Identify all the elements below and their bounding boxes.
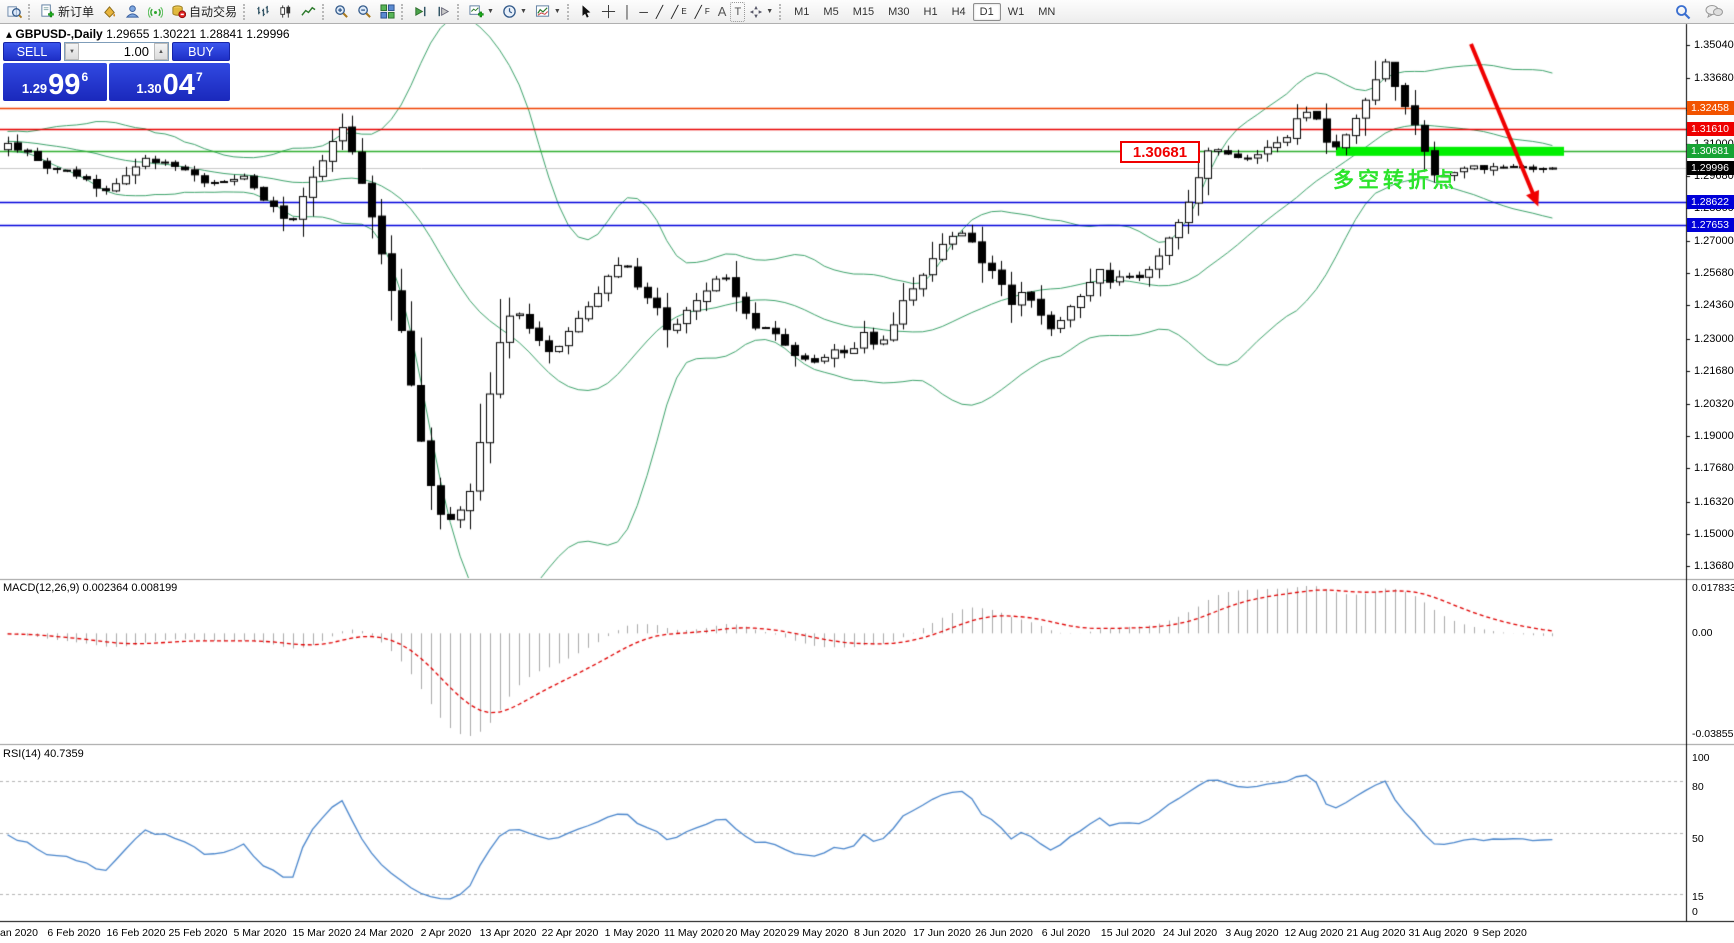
tile-windows-button[interactable]: [376, 2, 399, 22]
volume-decrease-button[interactable]: ▼: [65, 43, 79, 60]
signals-button[interactable]: [144, 2, 167, 22]
signal-icon: [148, 6, 164, 19]
chart-styles-button[interactable]: [98, 2, 121, 22]
buy-price-big: 04: [162, 69, 195, 101]
fibonacci-tool-button[interactable]: ╱ F: [694, 4, 710, 19]
buy-price-sup: 7: [195, 70, 203, 84]
buy-price-display[interactable]: 1.30 04 7: [109, 63, 230, 101]
chat-icon: [1705, 5, 1723, 19]
toolbar-grip: [566, 3, 573, 20]
trendline-tool-button[interactable]: ╱: [655, 4, 664, 19]
period-clock-button[interactable]: ▼: [498, 2, 531, 22]
line-chart-mode-button[interactable]: [297, 2, 320, 22]
channel-tool-button[interactable]: ╱ E: [671, 4, 687, 19]
dropdown-caret-icon: ▼: [766, 8, 774, 15]
sell-price-prefix: 1.29: [21, 81, 48, 96]
candlestick-mode-button[interactable]: [274, 2, 297, 22]
ohlc-bars-icon: [257, 5, 269, 17]
toolbar-grip: [243, 3, 249, 20]
chat-button[interactable]: [1701, 2, 1727, 22]
volume-increase-button[interactable]: ▲: [154, 43, 168, 60]
autotrading-button[interactable]: 自动交易: [167, 2, 241, 22]
new-order-button[interactable]: 新订单: [36, 2, 98, 22]
toolbar-grip: [401, 3, 407, 20]
tab-timeframe-m15[interactable]: M15: [852, 5, 875, 18]
sell-price-big: 99: [48, 69, 81, 101]
main-toolbar: 新订单 自动交易 ▼ ▼: [0, 0, 1734, 24]
tile-windows-icon: [380, 4, 395, 19]
market-watch-button[interactable]: [3, 2, 26, 22]
tab-timeframe-h4[interactable]: H4: [951, 5, 966, 18]
auto-scroll-button[interactable]: [409, 2, 432, 22]
fibo-sub-label: F: [704, 7, 710, 16]
crosshair-tool-button[interactable]: [597, 2, 620, 22]
search-icon: [1676, 4, 1691, 19]
toolbar-grip: [322, 3, 328, 20]
tab-timeframe-w1[interactable]: W1: [1007, 5, 1025, 18]
dropdown-caret-icon: ▼: [487, 8, 494, 15]
paint-bucket-icon: [104, 6, 116, 18]
new-chart-button[interactable]: ▼: [465, 2, 498, 22]
cursor-icon: [582, 5, 591, 18]
vline-tool-button[interactable]: │: [623, 4, 632, 19]
tab-timeframe-mn[interactable]: MN: [1038, 5, 1056, 18]
toolbar-grip: [28, 3, 34, 20]
new-order-label: 新订单: [58, 5, 95, 19]
chart-shift-icon: [438, 6, 450, 17]
tab-timeframe-m30[interactable]: M30: [888, 5, 910, 18]
volume-input[interactable]: 1.00: [123, 44, 149, 59]
tab-timeframe-m1[interactable]: M1: [794, 5, 810, 18]
sell-price-display[interactable]: 1.29 99 6: [3, 63, 107, 101]
dropdown-caret-icon: ▼: [553, 8, 561, 15]
indicators-button[interactable]: ▼: [531, 2, 565, 22]
buy-price-prefix: 1.30: [136, 81, 162, 96]
toolbar-grip: [779, 3, 785, 20]
zoom-out-icon: [358, 5, 371, 18]
tab-timeframe-h1[interactable]: H1: [923, 5, 938, 18]
profile-icon: [125, 5, 140, 18]
chart-shift-button[interactable]: [432, 2, 455, 22]
sell-price-sup: 6: [81, 70, 89, 84]
cursor-tool-button[interactable]: [575, 2, 597, 22]
profile-button[interactable]: [121, 2, 144, 22]
volume-stepper: ▼ 1.00 ▲: [64, 42, 169, 61]
zoom-in-icon: [335, 5, 348, 18]
candlestick-icon: [280, 5, 291, 18]
toolbar-grip: [457, 3, 463, 20]
arrows-tool-button[interactable]: ▼: [745, 2, 777, 22]
auto-scroll-icon: [415, 6, 426, 17]
sell-button[interactable]: SELL: [3, 42, 61, 61]
line-chart-icon: [301, 6, 316, 16]
text-label-tool-button[interactable]: T: [730, 1, 746, 22]
one-click-trade-panel: SELL ▼ 1.00 ▲ BUY 1.29 99 6 1.30 04 7: [3, 42, 230, 101]
search-button[interactable]: [1671, 2, 1695, 22]
arrows-tool-icon: [750, 5, 763, 18]
bar-chart-mode-button[interactable]: [251, 2, 274, 22]
bull-bear-turning-point-note[interactable]: 多空转折点: [1333, 169, 1458, 192]
text-tool-button[interactable]: A: [717, 4, 727, 19]
clock-icon: [503, 5, 516, 18]
zoom-in-button[interactable]: [330, 2, 353, 22]
channel-sub-label: E: [681, 7, 687, 16]
zoom-out-button[interactable]: [353, 2, 376, 22]
market-watch-icon: [7, 6, 22, 19]
buy-button[interactable]: BUY: [172, 42, 230, 61]
hline-tool-button[interactable]: ─: [639, 4, 648, 19]
autotrading-label: 自动交易: [189, 5, 238, 19]
tab-timeframe-m5[interactable]: M5: [823, 5, 839, 18]
crosshair-icon: [601, 4, 615, 19]
tab-timeframe-d1[interactable]: D1: [972, 2, 1001, 21]
new-chart-icon: [469, 5, 484, 18]
price-annotation-box[interactable]: 1.30681: [1120, 141, 1200, 163]
autotrading-icon: [172, 5, 187, 19]
indicators-icon: [535, 5, 549, 17]
dropdown-caret-icon: ▼: [519, 8, 527, 15]
new-order-icon: [41, 4, 54, 18]
